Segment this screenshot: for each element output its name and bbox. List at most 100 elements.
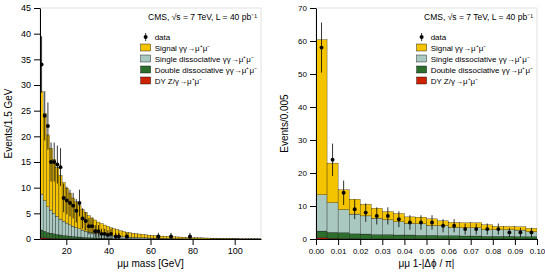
legend-item: data [420,33,447,42]
y-tick: 0 [26,234,40,244]
bar [255,239,258,240]
legend-item: data [144,33,171,42]
tick-mark [449,239,450,245]
tick-label: 30 [298,136,307,145]
bar [132,237,135,238]
bar [72,236,75,238]
bar [248,239,251,240]
tick-mark [235,239,236,245]
panel: 0.000.010.020.030.040.050.060.070.080.09… [279,4,545,269]
bar [245,239,248,240]
bar [198,237,201,239]
bar [182,238,185,239]
bar [94,238,97,239]
bar [135,238,138,239]
bar [163,236,166,238]
plot-frame [316,8,537,239]
bar [229,239,232,240]
data-point [507,230,511,234]
marks [40,36,261,239]
bar [198,238,201,239]
tick-label: 50 [298,70,307,79]
bar [185,238,188,239]
bar [223,238,226,239]
legend-swatch [417,44,427,51]
data-point [496,227,500,231]
bar [84,213,87,231]
tick-mark [404,239,405,245]
tick-mark [193,239,194,245]
bar [94,239,97,240]
bar [87,238,90,239]
bar [252,239,255,240]
legend-label: Double dissociative γγ→μ⁺μ⁻ [431,66,533,75]
bar [255,238,258,239]
data-point [430,221,434,225]
tick-mark [34,162,40,163]
bar [242,239,245,240]
bar [255,239,258,240]
bar [229,238,232,239]
bar [449,236,460,239]
y-tick: 15 [21,157,40,167]
bar [160,236,163,238]
x-tick: 0.10 [530,239,545,256]
data-point [46,124,50,128]
chart: 20406080100051015202530354045μμ mass [Ge… [0,0,545,273]
bar [327,232,338,238]
bar [229,238,232,239]
bar [154,236,157,238]
bar [43,201,46,232]
data-point [408,221,412,225]
bar [173,237,176,239]
y-tick: 25 [21,106,40,116]
data-point [441,224,445,228]
bar [226,238,229,239]
bar [245,239,248,240]
bar [56,216,59,234]
bar [49,210,52,233]
data-point [419,221,423,225]
legend: dataSignal γγ→μ⁺μ⁻Single dissociative γγ… [141,33,257,86]
bar [201,238,204,239]
tick-mark [34,188,40,189]
tick-mark [316,239,317,245]
tick-mark [34,239,40,240]
legend-item: DY Z/γ→μ⁺μ⁻ [417,77,479,86]
legend-swatch [141,66,151,73]
bar [122,232,125,237]
tick-label: 0.04 [397,247,413,256]
bar [151,239,154,240]
y-tick: 20 [21,132,40,142]
bar [242,238,245,239]
bar [166,239,169,240]
bar [135,237,138,238]
bar [138,238,141,239]
tick-label: 0 [303,235,308,244]
data-point [452,224,456,228]
legend-swatch [141,44,151,51]
tick-label: 20 [298,169,307,178]
bar [91,239,94,240]
y-tick: 35 [21,55,40,65]
bar [163,239,166,240]
x-tick: 100 [228,239,243,256]
bar [207,239,210,240]
data-point [125,234,129,238]
tick-label: 40 [298,103,307,112]
y-tick: 50 [298,70,316,79]
bar [179,237,182,239]
data-point [68,201,72,205]
tick-label: 45 [21,3,31,13]
bar [65,236,68,239]
bar [147,235,150,238]
legend-item: DY Z/γ→μ⁺μ⁻ [141,77,203,86]
tick-label: 0.00 [309,247,325,256]
tick-mark [471,239,472,245]
bar [258,239,261,240]
data-point [71,204,75,208]
bar [75,237,78,239]
bar [182,237,185,238]
bar [220,239,223,240]
bar [195,239,198,240]
